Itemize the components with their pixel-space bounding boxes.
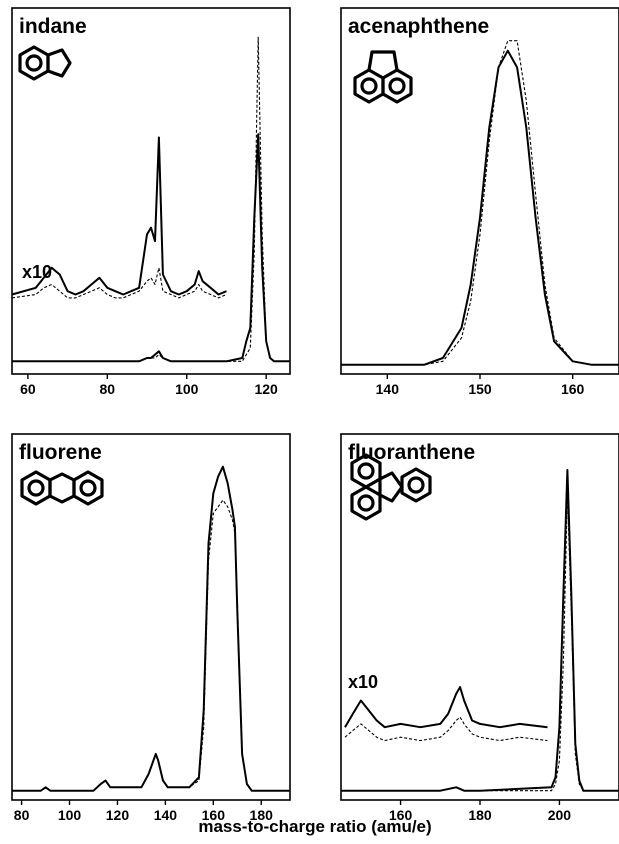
panel-title-fluoranthene: fluoranthene: [348, 441, 475, 464]
scale-annotation-fluoranthene: x10: [348, 672, 378, 692]
series-line-fluorene-0: [12, 465, 290, 792]
x-tick-label-fluorene-1: 100: [58, 807, 82, 823]
panel-title-fluorene: fluorene: [19, 441, 102, 464]
plot-area-acenaphthene: 140 150 160: [341, 40, 619, 397]
acenaphthene-structure-icon: [353, 50, 413, 104]
series-line-indane-1: [11, 267, 227, 299]
x-tick-label-fluorene-4: 160: [202, 807, 226, 823]
series-line-acenaphthene-1: [341, 40, 619, 366]
series-line-fluoranthene-1: [344, 716, 548, 742]
x-tick-label-fluorene-5: 180: [250, 807, 274, 823]
x-tick-label-fluorene-3: 140: [154, 807, 178, 823]
x-tick-label-fluorene-2: 120: [106, 807, 130, 823]
fluorene-structure-icon: [20, 470, 104, 506]
x-tick-label-acenaphthene-1: 150: [468, 381, 492, 397]
series-line-indane-3: [12, 36, 290, 362]
x-tick-label-indane-1: 80: [100, 381, 116, 397]
x-tick-label-fluoranthene-2: 200: [548, 807, 572, 823]
panel-frame-fluorene: [11, 433, 291, 801]
series-line-indane-2: [12, 133, 290, 363]
series-line-fluorene-1: [12, 499, 290, 792]
plot-area-fluoranthene: 160 180 200: [341, 469, 619, 823]
panel-title-acenaphthene: acenaphthene: [348, 15, 489, 38]
x-tick-label-indane-2: 100: [175, 381, 199, 397]
x-tick-label-indane-3: 120: [254, 381, 278, 397]
panel-frame-fluoranthene: [340, 433, 619, 801]
indane-structure-icon: [18, 45, 72, 81]
x-tick-label-acenaphthene-2: 160: [561, 381, 585, 397]
plot-area-fluorene: 80 100 120 140 160 180: [12, 465, 290, 823]
series-line-indane-0: [11, 136, 227, 296]
fluoranthene-structure-icon: [350, 453, 432, 521]
x-tick-label-fluorene-0: 80: [14, 807, 30, 823]
panel-title-indane: indane: [19, 15, 87, 38]
series-line-fluoranthene-3: [341, 492, 619, 792]
x-tick-label-indane-0: 60: [20, 381, 36, 397]
series-line-fluoranthene-0: [344, 686, 548, 729]
panel-frame-acenaphthene: [340, 7, 619, 375]
plot-area-indane: 60 80 100 120: [11, 36, 290, 397]
x-axis-label: mass-to-charge ratio (amu/e): [198, 817, 431, 836]
panel-frame-indane: [11, 7, 291, 375]
x-tick-label-acenaphthene-0: 140: [376, 381, 400, 397]
x-tick-label-fluoranthene-0: 160: [389, 807, 413, 823]
series-line-acenaphthene-0: [341, 49, 619, 366]
series-line-fluoranthene-2: [341, 469, 619, 792]
x-tick-label-fluoranthene-1: 180: [468, 807, 492, 823]
